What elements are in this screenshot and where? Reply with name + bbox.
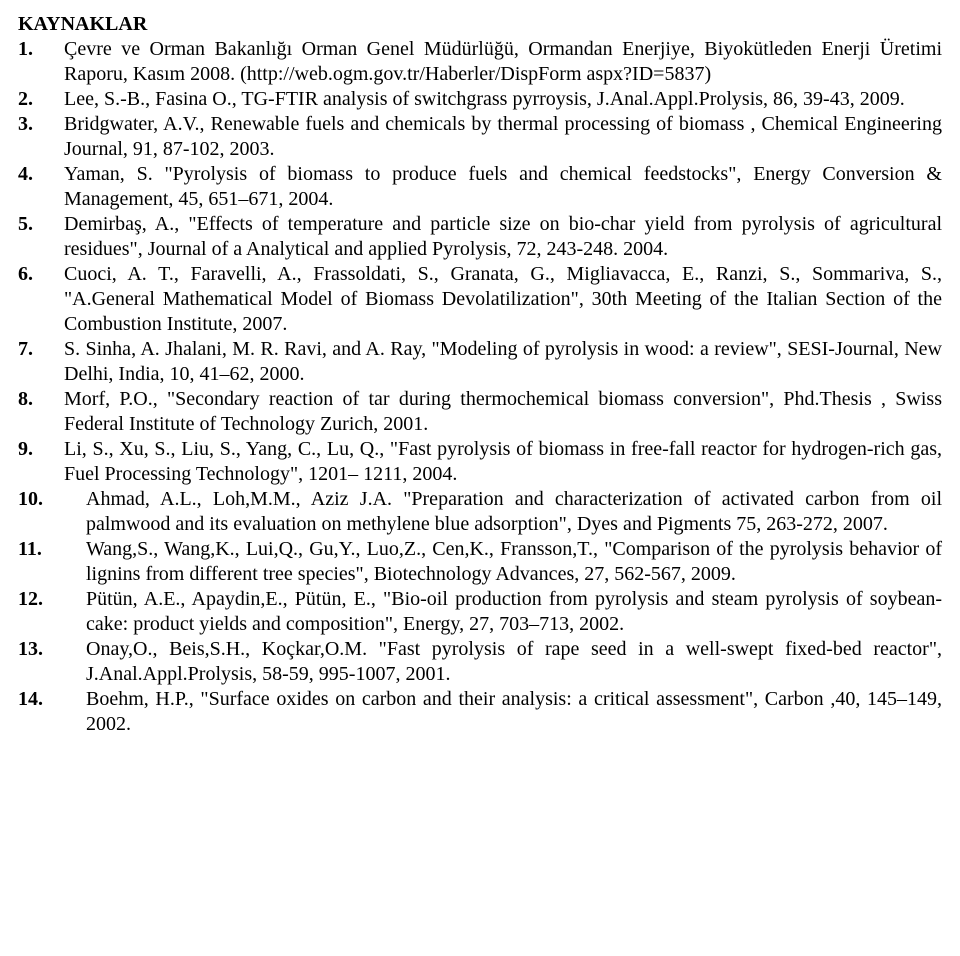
reference-number: 2. (18, 87, 64, 112)
reference-text: Pütün, A.E., Apaydin,E., Pütün, E., "Bio… (86, 587, 942, 637)
reference-number: 7. (18, 337, 64, 362)
reference-item: 14.Boehm, H.P., "Surface oxides on carbo… (18, 687, 942, 737)
reference-text: Cuoci, A. T., Faravelli, A., Frassoldati… (64, 262, 942, 337)
reference-text: Demirbaş, A., "Effects of temperature an… (64, 212, 942, 262)
reference-text: Boehm, H.P., "Surface oxides on carbon a… (86, 687, 942, 737)
reference-item: 7.S. Sinha, A. Jhalani, M. R. Ravi, and … (18, 337, 942, 387)
reference-number: 8. (18, 387, 64, 412)
reference-text: Wang,S., Wang,K., Lui,Q., Gu,Y., Luo,Z.,… (86, 537, 942, 587)
reference-item: 12.Pütün, A.E., Apaydin,E., Pütün, E., "… (18, 587, 942, 637)
reference-number: 14. (18, 687, 86, 712)
reference-number: 10. (18, 487, 86, 512)
reference-item: 5.Demirbaş, A., "Effects of temperature … (18, 212, 942, 262)
reference-text: S. Sinha, A. Jhalani, M. R. Ravi, and A.… (64, 337, 942, 387)
reference-text: Ahmad, A.L., Loh,M.M., Aziz J.A. "Prepar… (86, 487, 942, 537)
reference-item: 3.Bridgwater, A.V., Renewable fuels and … (18, 112, 942, 162)
reference-number: 11. (18, 537, 86, 562)
reference-text: Morf, P.O., "Secondary reaction of tar d… (64, 387, 942, 437)
reference-item: 11. Wang,S., Wang,K., Lui,Q., Gu,Y., Luo… (18, 537, 942, 587)
reference-text: Li, S., Xu, S., Liu, S., Yang, C., Lu, Q… (64, 437, 942, 487)
reference-item: 1.Çevre ve Orman Bakanlığı Orman Genel M… (18, 37, 942, 87)
reference-number: 1. (18, 37, 64, 62)
reference-text: Lee, S.-B., Fasina O., TG-FTIR analysis … (64, 87, 942, 112)
reference-item: 13.Onay,O., Beis,S.H., Koçkar,O.M. "Fast… (18, 637, 942, 687)
reference-item: 4.Yaman, S. "Pyrolysis of biomass to pro… (18, 162, 942, 212)
reference-item: 10.Ahmad, A.L., Loh,M.M., Aziz J.A. "Pre… (18, 487, 942, 537)
references-list: 1.Çevre ve Orman Bakanlığı Orman Genel M… (18, 37, 942, 737)
reference-item: 8.Morf, P.O., "Secondary reaction of tar… (18, 387, 942, 437)
reference-text: Yaman, S. "Pyrolysis of biomass to produ… (64, 162, 942, 212)
reference-number: 3. (18, 112, 64, 137)
reference-text: Çevre ve Orman Bakanlığı Orman Genel Müd… (64, 37, 942, 87)
reference-number: 4. (18, 162, 64, 187)
reference-item: 9.Li, S., Xu, S., Liu, S., Yang, C., Lu,… (18, 437, 942, 487)
reference-number: 5. (18, 212, 64, 237)
reference-item: 2.Lee, S.-B., Fasina O., TG-FTIR analysi… (18, 87, 942, 112)
reference-number: 13. (18, 637, 86, 662)
reference-text: Onay,O., Beis,S.H., Koçkar,O.M. "Fast py… (86, 637, 942, 687)
reference-item: 6.Cuoci, A. T., Faravelli, A., Frassolda… (18, 262, 942, 337)
references-heading: KAYNAKLAR (18, 12, 942, 37)
reference-number: 6. (18, 262, 64, 287)
reference-text: Bridgwater, A.V., Renewable fuels and ch… (64, 112, 942, 162)
reference-number: 12. (18, 587, 86, 612)
reference-number: 9. (18, 437, 64, 462)
